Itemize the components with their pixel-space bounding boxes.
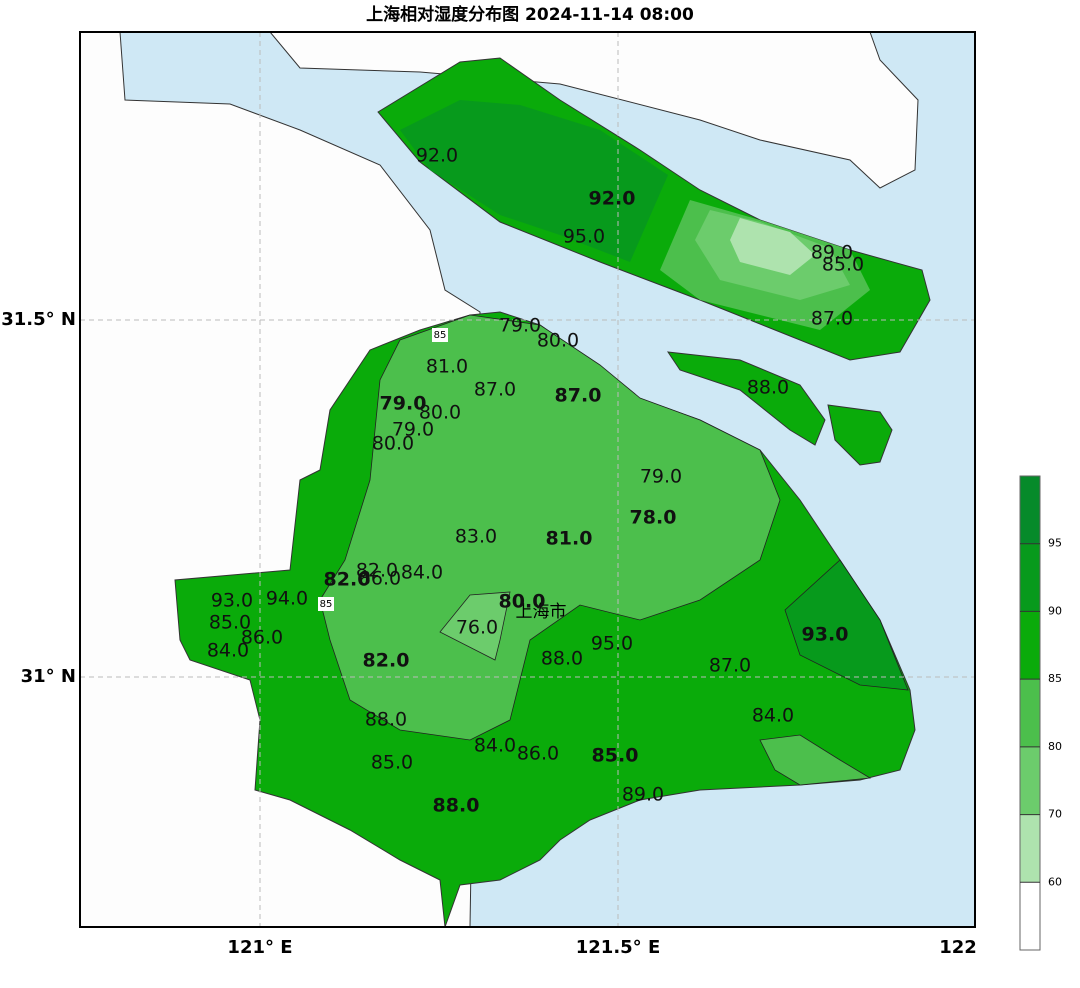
value-label: 86.0	[517, 743, 559, 765]
y-tick-label: 31.5° N	[1, 309, 76, 330]
value-label: 85.0	[371, 752, 413, 774]
humidity-zone	[730, 218, 815, 275]
humidity-zone	[439, 591, 511, 661]
value-label: 84.0	[207, 640, 249, 662]
x-tick-label: 121.5° E	[576, 937, 661, 958]
colorbar-frame	[1019, 475, 1041, 951]
colorbar-tick-label: 95	[1048, 537, 1062, 550]
value-label: 89.0	[622, 784, 664, 806]
value-label: 80.0	[537, 330, 579, 352]
value-label: 86.0	[241, 627, 283, 649]
colorbar-tick-label: 70	[1048, 808, 1062, 821]
value-label: 95.0	[563, 226, 605, 248]
colorbar-tick-label: 85	[1048, 672, 1062, 685]
value-label: 79.0	[392, 419, 434, 441]
value-label: 85.0	[209, 612, 251, 634]
humidity-zone	[784, 559, 909, 691]
contour-label: 85	[434, 330, 447, 341]
colorbar-tick-label: 90	[1048, 604, 1062, 617]
value-label: 95.0	[591, 633, 633, 655]
value-label: 82.0	[324, 569, 371, 591]
value-label: 84.0	[401, 562, 443, 584]
value-label: 93.0	[211, 590, 253, 612]
value-label: 85.0	[822, 254, 864, 276]
colorbar-tick-label: 80	[1048, 740, 1062, 753]
x-tick-label: 122	[939, 937, 977, 958]
value-label: 79.0	[380, 393, 427, 415]
value-label: 81.0	[426, 356, 468, 378]
value-label: 80.0	[499, 591, 546, 613]
colorbar-band	[1020, 679, 1040, 747]
humidity-zone	[319, 314, 781, 741]
colorbar-band	[1020, 476, 1040, 544]
value-label: 88.0	[365, 709, 407, 731]
colorbar-band	[1020, 882, 1040, 950]
value-label: 92.0	[589, 188, 636, 210]
colorbar-band	[1020, 746, 1040, 815]
value-label: 80.0	[419, 402, 461, 424]
value-label: 88.0	[541, 648, 583, 670]
value-labels: 92.092.095.089.085.087.088.079.080.081.0…	[207, 145, 864, 817]
city-label: 上海市	[516, 602, 567, 622]
colorbar-band	[1020, 611, 1040, 680]
value-label: 78.0	[630, 507, 677, 529]
colorbar-tick-label: 60	[1048, 875, 1062, 888]
value-label: 87.0	[811, 308, 853, 330]
value-label: 79.0	[640, 466, 682, 488]
contour-label-box	[318, 597, 334, 611]
value-label: 93.0	[802, 624, 849, 646]
map-title: 上海相对湿度分布图 2024-11-14 08:00	[366, 4, 694, 25]
value-label: 87.0	[555, 385, 602, 407]
changxing-island	[666, 351, 826, 446]
hengsha-island	[827, 404, 893, 466]
contour-label: 85	[320, 599, 333, 610]
contour-label-box	[432, 328, 448, 342]
value-label: 76.0	[456, 617, 498, 639]
value-label: 92.0	[416, 145, 458, 167]
value-label: 87.0	[709, 655, 751, 677]
value-label: 87.0	[474, 379, 516, 401]
humidity-zone	[400, 100, 668, 262]
colorbar-band	[1020, 543, 1040, 612]
value-label: 88.0	[433, 795, 480, 817]
value-label: 82.0	[363, 650, 410, 672]
value-label: 82.0	[356, 560, 398, 582]
value-label: 89.0	[811, 242, 853, 264]
value-label: 80.0	[372, 433, 414, 455]
value-label: 79.0	[499, 315, 541, 337]
colorbar: 60 70 80 85 90 95	[1019, 475, 1062, 951]
value-label: 85.0	[592, 745, 639, 767]
colorbar-band	[1020, 814, 1040, 883]
value-label: 86.0	[359, 568, 401, 590]
x-tick-label: 121° E	[227, 937, 292, 958]
value-label: 84.0	[752, 705, 794, 727]
map-frame	[79, 31, 976, 928]
value-label: 83.0	[455, 526, 497, 548]
y-tick-label: 31° N	[21, 666, 76, 687]
value-label: 94.0	[266, 588, 308, 610]
value-label: 81.0	[546, 528, 593, 550]
value-label: 84.0	[474, 735, 516, 757]
value-label: 88.0	[747, 377, 789, 399]
land	[268, 31, 919, 189]
axes: 121° E 121.5° E 122 31.5° N 31° N	[1, 309, 977, 958]
humidity-zone	[759, 734, 872, 786]
